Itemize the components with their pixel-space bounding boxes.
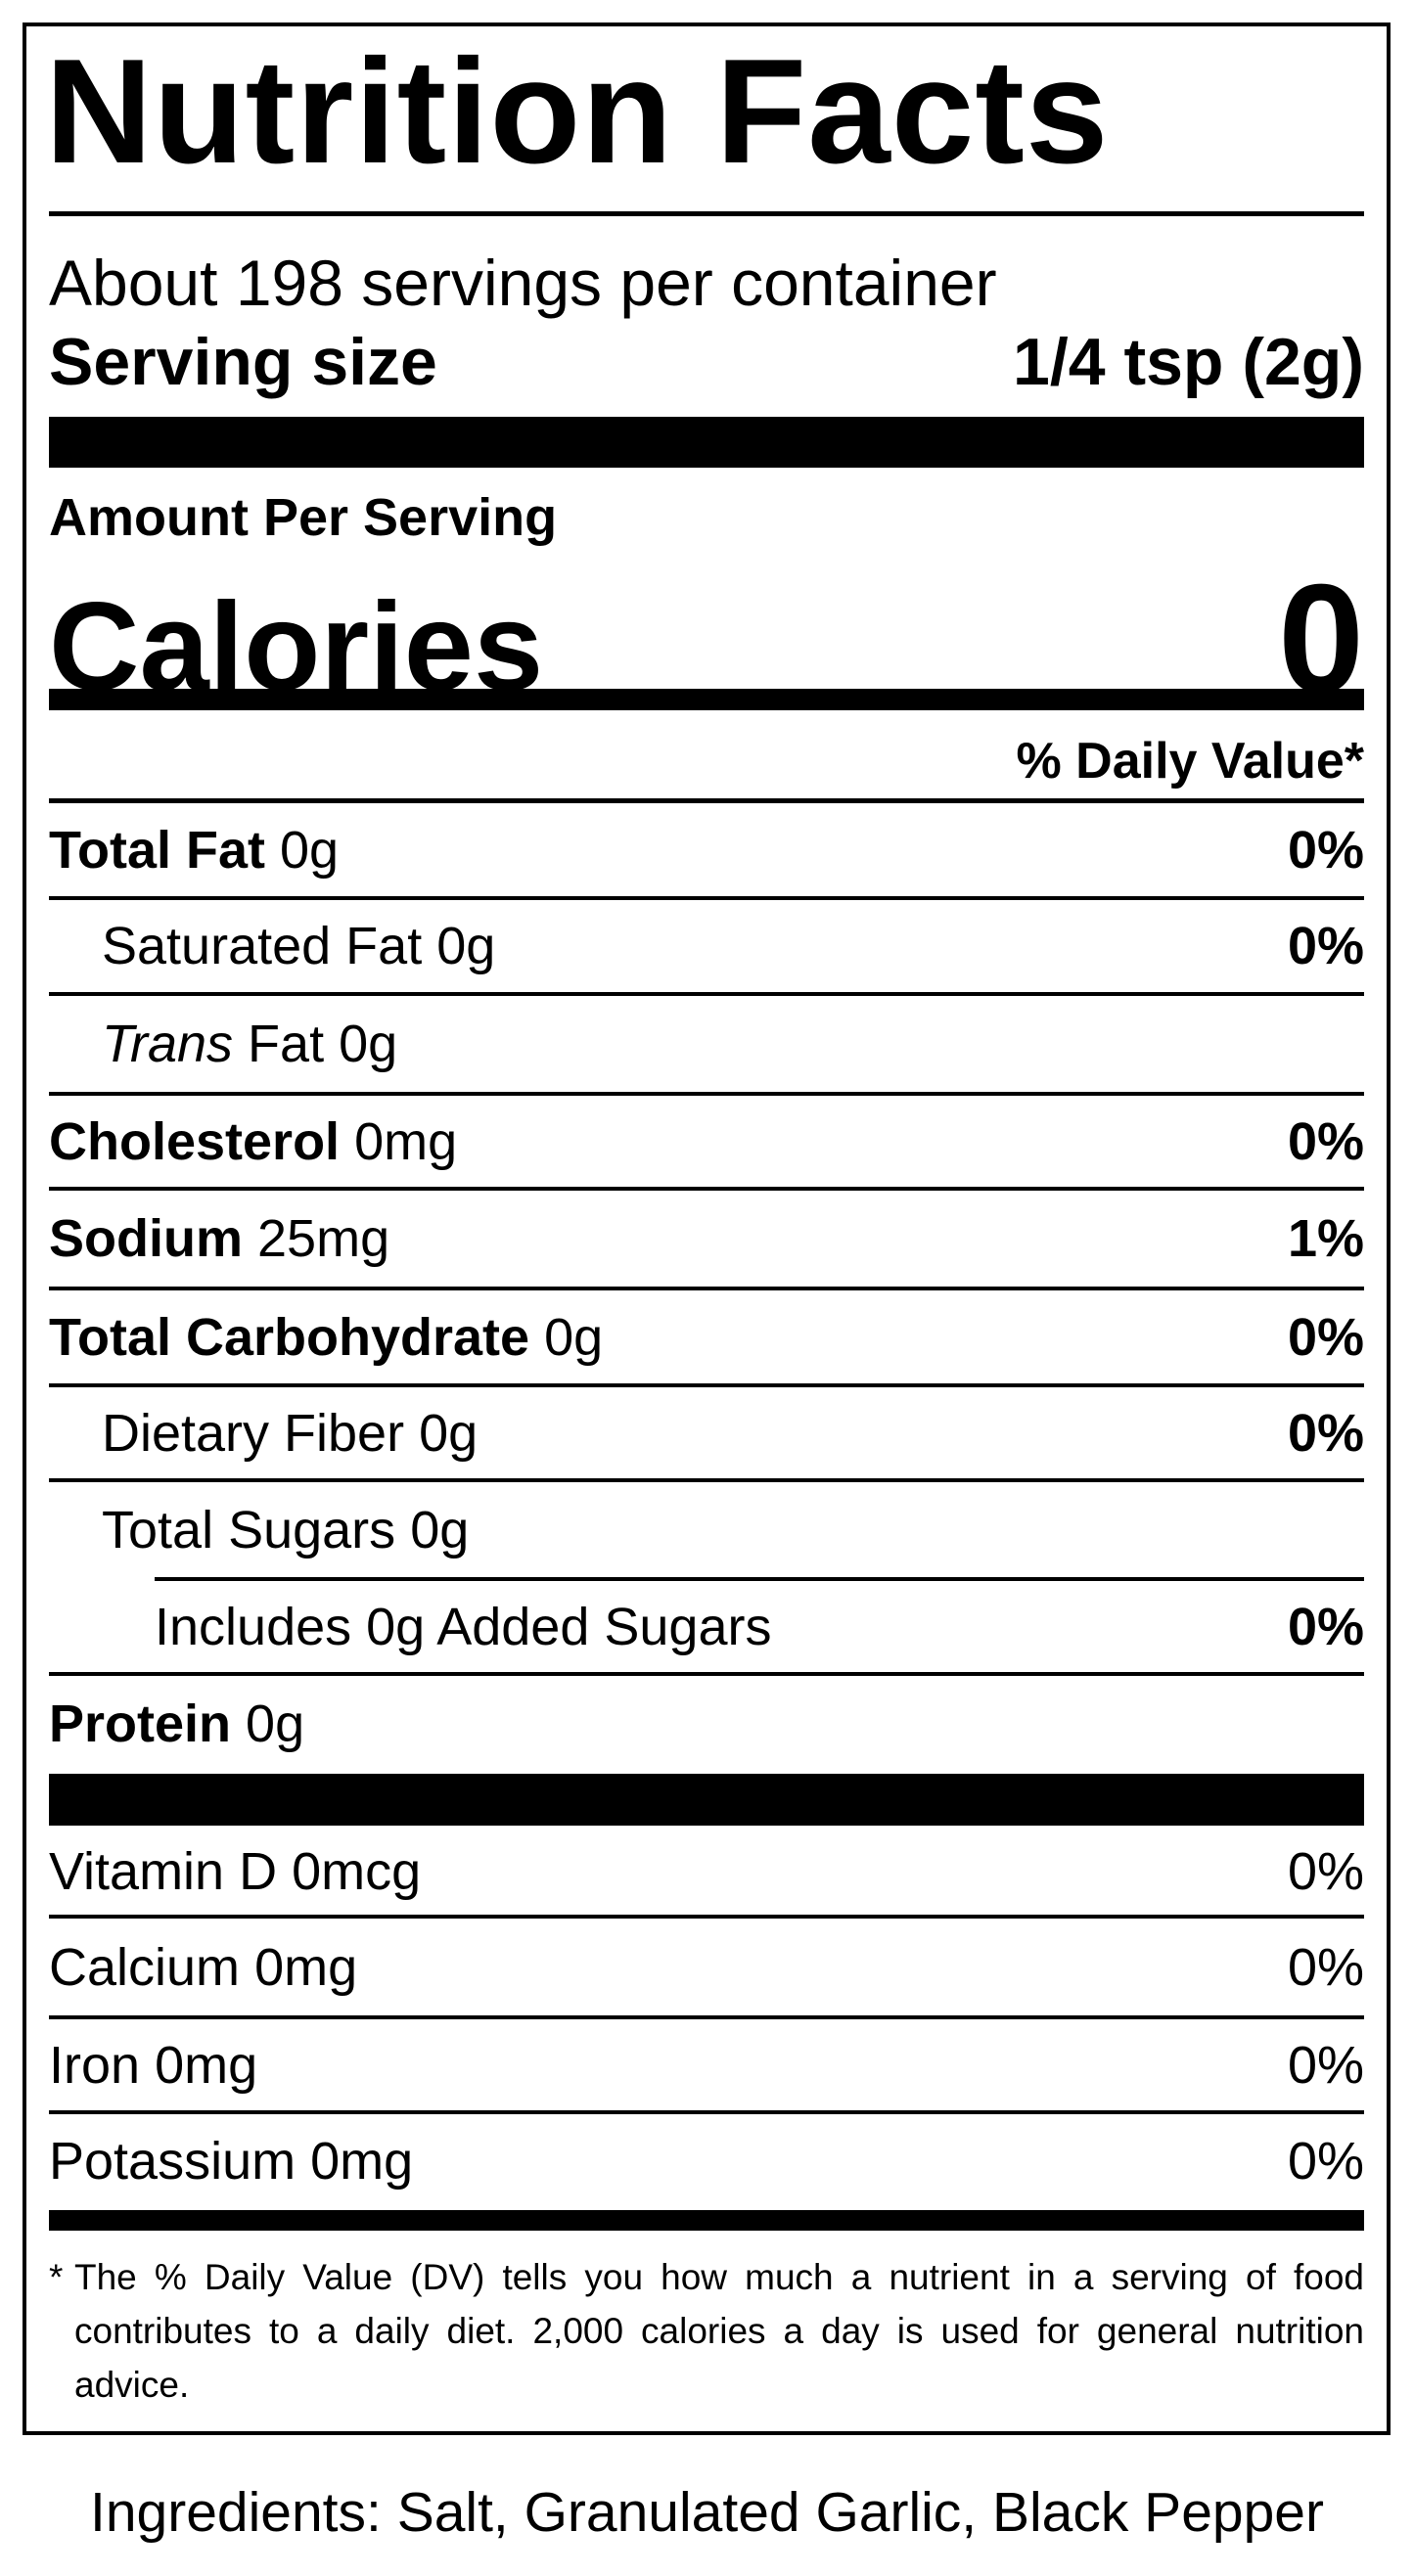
nutrient-row: Cholesterol 0mg 0% xyxy=(49,1094,1364,1189)
row-divider xyxy=(49,1672,1364,1676)
row-divider xyxy=(49,1915,1364,1919)
nutrient-name: Total Carbohydrate xyxy=(49,1307,530,1367)
nutrient-name: Total Fat xyxy=(49,821,265,880)
nutrient-daily-value: 0% xyxy=(1287,1307,1364,1367)
nutrient-name: Fat xyxy=(248,1015,325,1073)
nutrient-amount: 0g xyxy=(280,821,340,880)
row-divider xyxy=(49,1187,1364,1191)
vitamin-daily-value: 0% xyxy=(1287,1841,1364,1901)
nutrient-italic-prefix: Trans xyxy=(102,1015,234,1073)
nutrition-label-border xyxy=(23,23,1391,2435)
nutrient-row: Dietary Fiber 0g 0% xyxy=(49,1385,1364,1480)
vitamin-amount: 0mcg xyxy=(292,1841,422,1901)
nutrient-amount: 0g xyxy=(410,1500,470,1559)
nutrient-row: Total Sugars 0g xyxy=(49,1480,1364,1579)
vitamin-name: Calcium xyxy=(49,1937,241,1997)
label-title: Nutrition Facts xyxy=(45,28,1110,195)
footnote-marker: * xyxy=(49,2257,64,2297)
row-divider xyxy=(155,1577,1364,1581)
title-divider xyxy=(49,211,1364,216)
nutrient-amount: 0g xyxy=(246,1695,305,1753)
nutrient-daily-value: 1% xyxy=(1287,1209,1364,1268)
nutrient-daily-value: 0% xyxy=(1287,1597,1364,1656)
nutrient-label: Total Sugars 0g xyxy=(102,1504,469,1557)
nutrient-amount: 0g xyxy=(339,1015,398,1073)
vitamin-amount: 0mg xyxy=(155,2035,258,2095)
row-divider xyxy=(49,1287,1364,1290)
medium-divider xyxy=(49,689,1364,710)
footnote-text: The % Daily Value (DV) tells you how muc… xyxy=(74,2257,1364,2405)
nutrient-amount: 0mg xyxy=(354,1111,458,1171)
thick-divider xyxy=(49,1774,1364,1826)
vitamin-daily-value: 0% xyxy=(1287,2132,1364,2191)
row-divider xyxy=(49,992,1364,996)
nutrient-label: Trans Fat 0g xyxy=(102,1017,397,1070)
daily-value-header: % Daily Value* xyxy=(1016,733,1364,790)
nutrient-label: Saturated Fat 0g xyxy=(102,920,495,972)
nutrient-row: Saturated Fat 0g 0% xyxy=(49,898,1364,994)
vitamin-amount: 0mg xyxy=(310,2132,414,2191)
nutrient-row: Protein 0g xyxy=(49,1674,1364,1774)
nutrient-daily-value: 0% xyxy=(1287,1111,1364,1171)
vitamin-label: Calcium 0mg xyxy=(49,1941,357,1994)
row-divider xyxy=(49,896,1364,900)
servings-per-container: About 198 servings per container xyxy=(49,247,997,319)
row-divider xyxy=(49,2110,1364,2114)
ingredients: Ingredients: Salt, Granulated Garlic, Bl… xyxy=(90,2481,1324,2544)
nutrient-amount: 0g xyxy=(544,1307,604,1367)
header-divider xyxy=(49,798,1364,803)
nutrient-row: Sodium 25mg 1% xyxy=(49,1189,1364,1288)
nutrient-row: Total Fat 0g 0% xyxy=(49,802,1364,898)
vitamin-label: Vitamin D 0mcg xyxy=(49,1845,421,1898)
vitamin-daily-value: 0% xyxy=(1287,2035,1364,2095)
nutrient-name: Total Sugars xyxy=(102,1500,396,1559)
nutrient-label: Includes 0g Added Sugars xyxy=(155,1601,771,1653)
nutrient-label: Dietary Fiber 0g xyxy=(102,1407,478,1460)
nutrient-amount: 0g xyxy=(419,1403,479,1463)
medium-divider xyxy=(49,2210,1364,2231)
nutrient-label: Total Fat 0g xyxy=(49,824,339,877)
nutrient-label: Protein 0g xyxy=(49,1697,304,1750)
vitamin-amount: 0mg xyxy=(254,1937,358,1997)
serving-size-row: Serving size 1/4 tsp (2g) xyxy=(49,329,1364,395)
vitamin-name: Potassium xyxy=(49,2132,296,2191)
nutrient-name: Cholesterol xyxy=(49,1111,341,1171)
row-divider xyxy=(49,1383,1364,1387)
nutrient-daily-value: 0% xyxy=(1287,917,1364,975)
row-divider xyxy=(49,1092,1364,1096)
nutrient-label: Total Carbohydrate 0g xyxy=(49,1311,603,1364)
nutrient-name: Sodium xyxy=(49,1209,243,1268)
nutrient-label: Cholesterol 0mg xyxy=(49,1115,457,1168)
nutrient-daily-value: 0% xyxy=(1287,1403,1364,1463)
vitamin-row: Potassium 0mg 0% xyxy=(49,2112,1364,2210)
row-divider xyxy=(49,1478,1364,1482)
nutrient-daily-value: 0% xyxy=(1287,821,1364,880)
vitamin-label: Potassium 0mg xyxy=(49,2135,413,2188)
vitamin-row: Iron 0mg 0% xyxy=(49,2017,1364,2112)
vitamin-label: Iron 0mg xyxy=(49,2039,257,2092)
vitamin-name: Iron xyxy=(49,2035,141,2095)
vitamin-row: Vitamin D 0mcg 0% xyxy=(49,1826,1364,1917)
nutrient-row: Total Carbohydrate 0g 0% xyxy=(49,1288,1364,1385)
nutrient-amount: 0g xyxy=(436,917,496,975)
row-divider xyxy=(49,2015,1364,2019)
nutrient-label: Sodium 25mg xyxy=(49,1212,389,1265)
footnote: * The % Daily Value (DV) tells you how m… xyxy=(49,2250,1364,2412)
nutrient-amount: 25mg xyxy=(257,1209,390,1268)
vitamin-name: Vitamin D xyxy=(49,1841,278,1901)
amount-per-serving: Amount Per Serving xyxy=(49,488,558,547)
nutrient-name: Protein xyxy=(49,1695,232,1753)
nutrient-row: Includes 0g Added Sugars 0% xyxy=(49,1579,1364,1674)
serving-size-value: 1/4 tsp (2g) xyxy=(1013,325,1364,399)
vitamin-daily-value: 0% xyxy=(1287,1937,1364,1997)
nutrient-row: Trans Fat 0g xyxy=(49,994,1364,1094)
nutrient-name: Includes 0g Added Sugars xyxy=(155,1597,772,1656)
thick-divider xyxy=(49,417,1364,468)
nutrient-name: Dietary Fiber xyxy=(102,1403,405,1463)
vitamin-row: Calcium 0mg 0% xyxy=(49,1917,1364,2017)
nutrient-name: Saturated Fat xyxy=(102,917,423,975)
serving-size-label: Serving size xyxy=(49,325,437,399)
